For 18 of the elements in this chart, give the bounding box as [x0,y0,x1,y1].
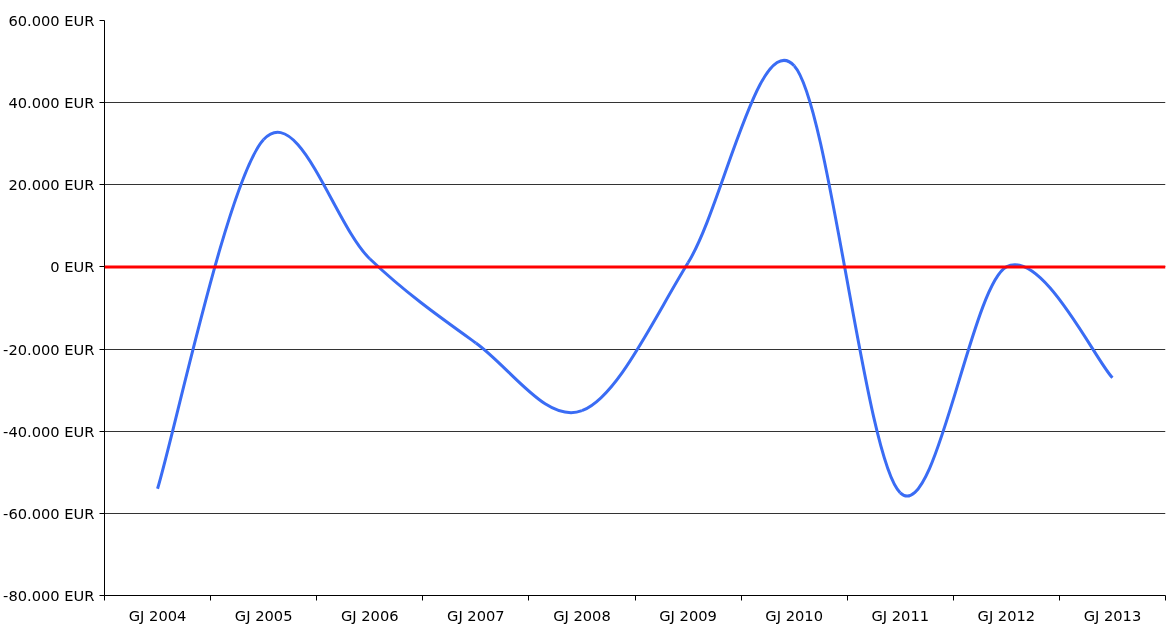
x-tick-label: GJ 2006 [340,606,399,624]
x-tick-label: GJ 2008 [553,606,611,624]
y-tick-label: 0 EUR [50,258,95,276]
x-tick-label: GJ 2009 [659,606,717,624]
y-tick-label: 60.000 EUR [8,12,95,29]
x-tick-label: GJ 2010 [765,606,823,624]
y-tick-label: -80.000 EUR [3,587,95,604]
y-tick-label: 20.000 EUR [8,176,95,194]
y-tick-label: -60.000 EUR [3,504,95,522]
x-tick-label: GJ 2005 [234,606,293,624]
y-tick-label: -40.000 EUR [3,422,95,440]
x-tick-label: GJ 2007 [447,606,505,624]
x-tick-label: GJ 2011 [871,606,930,624]
y-tick-label: 40.000 EUR [8,94,95,112]
x-tick-label: GJ 2004 [128,606,187,624]
x-tick-label: GJ 2012 [977,606,1036,624]
y-tick-label: -20.000 EUR [3,340,95,358]
x-tick-label: GJ 2013 [1083,606,1142,624]
